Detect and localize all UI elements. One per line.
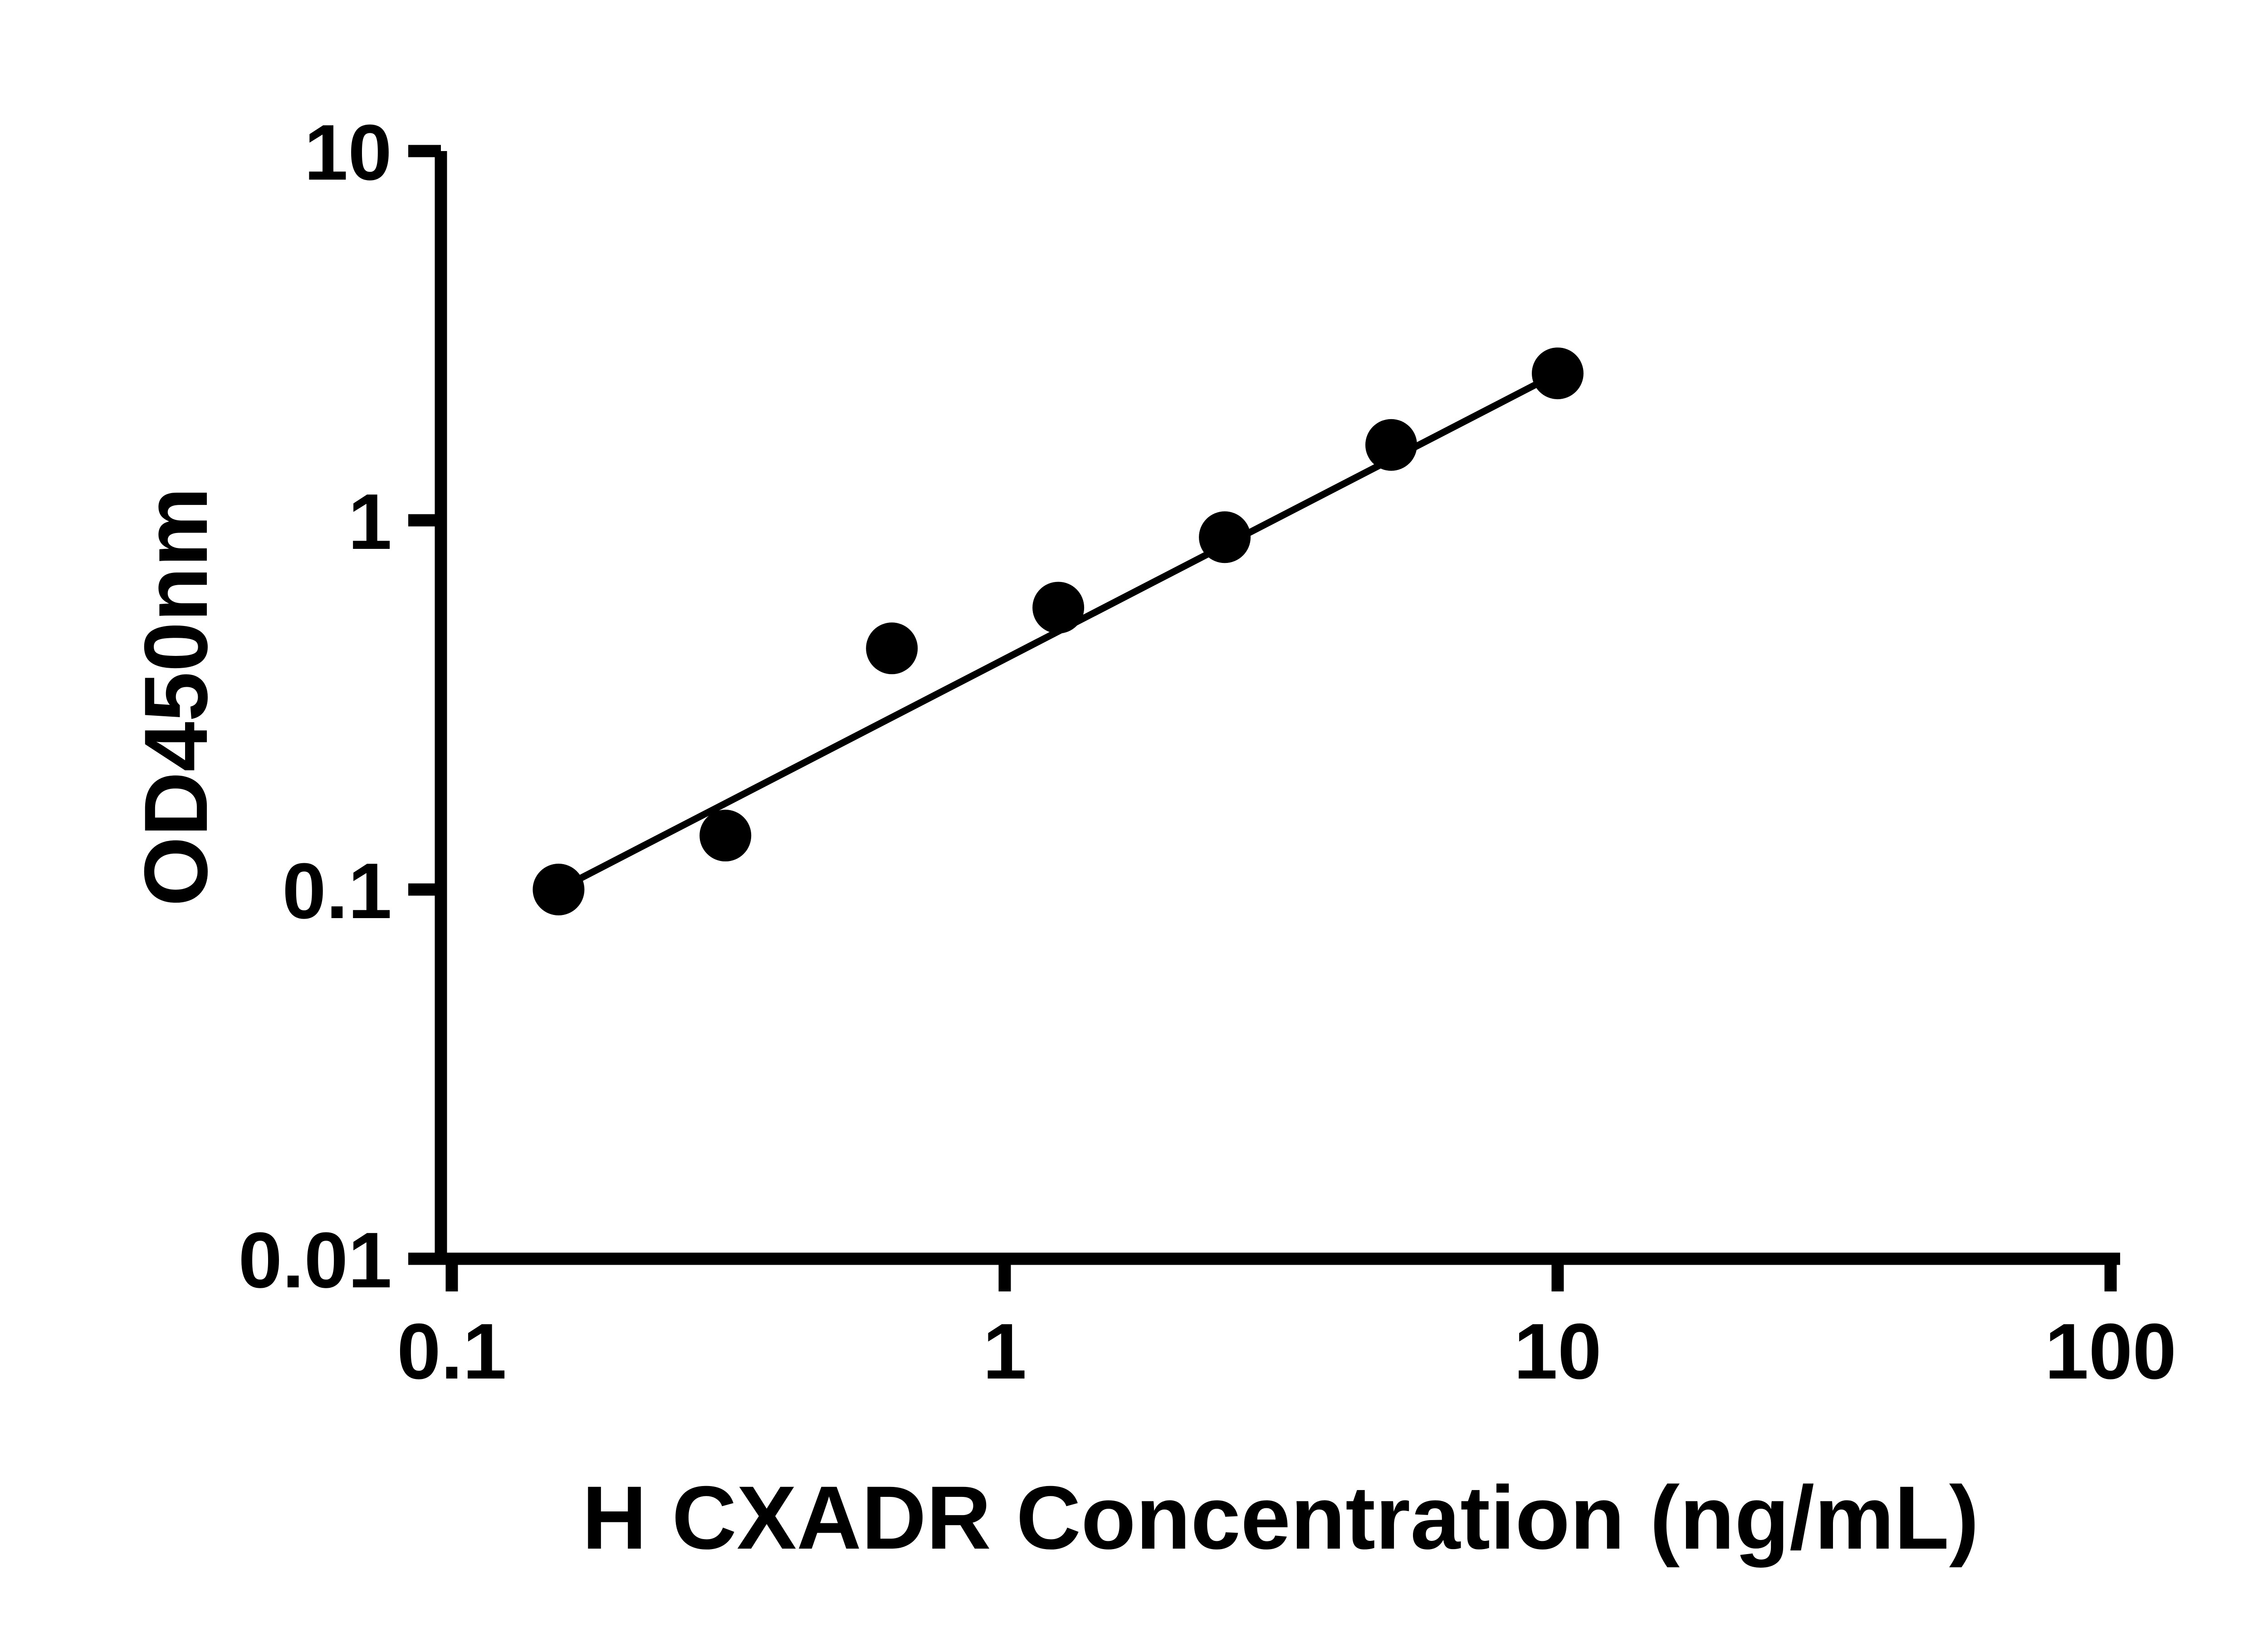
y-axis-title: OD450nm bbox=[126, 487, 226, 906]
axes-spines bbox=[435, 151, 2120, 1265]
data-point bbox=[866, 622, 918, 675]
x-axis-title: H CXADR Concentration (ng/mL) bbox=[582, 1467, 1979, 1568]
data-point bbox=[533, 864, 585, 915]
data-point bbox=[1365, 419, 1418, 471]
y-tick-label: 0.01 bbox=[238, 1216, 392, 1304]
x-tick-label: 100 bbox=[2045, 1307, 2176, 1395]
y-tick-label: 10 bbox=[304, 108, 392, 196]
data-point bbox=[1532, 347, 1584, 400]
data-point bbox=[1032, 582, 1085, 634]
data-point bbox=[699, 810, 752, 862]
x-tick-label: 10 bbox=[1514, 1307, 1602, 1395]
y-tick-label: 0.1 bbox=[282, 846, 392, 935]
x-tick-label: 1 bbox=[983, 1307, 1027, 1395]
y-tick-label: 1 bbox=[348, 477, 392, 566]
x-tick-label: 0.1 bbox=[397, 1307, 507, 1395]
data-point bbox=[1199, 511, 1251, 563]
